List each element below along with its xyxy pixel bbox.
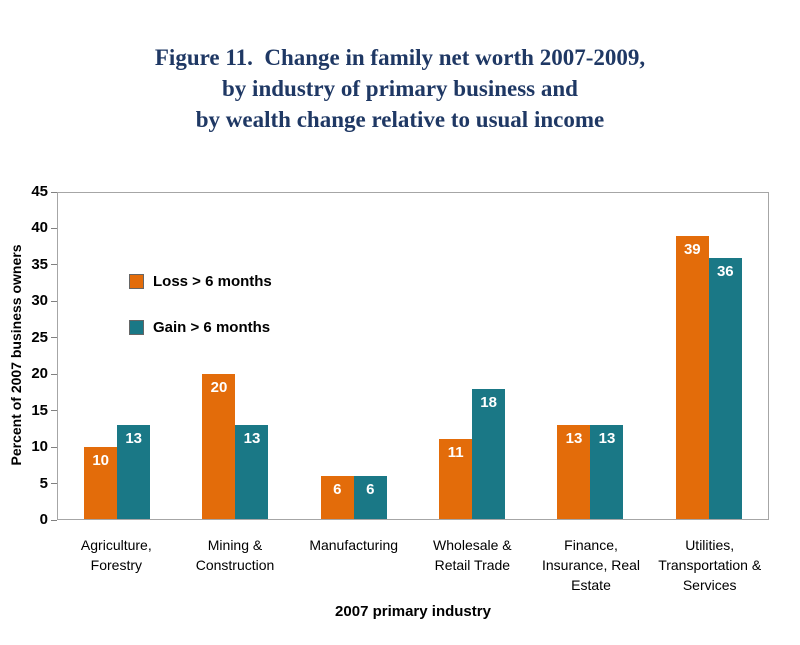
bar-value-label: 13 (243, 429, 261, 447)
bar-chart: Percent of 2007 business owners 0 5 10 15 20… (0, 137, 800, 632)
y-tick-label: 5 (39, 474, 48, 492)
bar-value-label: 20 (210, 379, 228, 397)
y-tick-label: 25 (31, 328, 48, 346)
y-tick-label: 40 (31, 219, 48, 237)
chart-title: Figure 11. Change in family net worth 20… (154, 45, 646, 132)
bar-group: 20 13 (176, 193, 294, 519)
y-tick-mark (51, 300, 57, 302)
y-tick-mark (51, 264, 57, 266)
y-tick-label: 20 (31, 365, 48, 383)
bar-group: 13 13 (531, 193, 649, 519)
x-axis-title: 2007 primary industry (335, 603, 491, 620)
legend-swatch-icon (129, 320, 144, 335)
x-axis-labels: Agriculture, Forestry Mining & Constructi… (57, 535, 769, 595)
legend-label: Gain > 6 months (153, 319, 271, 336)
bar-group: 39 36 (650, 193, 768, 519)
bar-value-label: 36 (716, 263, 734, 281)
bar-gain-6-months: 6 (353, 475, 387, 519)
y-tick-mark (51, 227, 57, 229)
y-tick-label: 0 (39, 511, 48, 528)
y-tick-mark (51, 410, 57, 412)
x-category-label: Finance, Insurance, Real Estate (541, 537, 641, 593)
bar-loss-6-months: 11 (439, 439, 473, 519)
y-tick-mark (51, 519, 57, 521)
x-category-label: Utilities, Transportation & Services (658, 537, 762, 593)
y-tick-mark (51, 446, 57, 448)
y-tick-mark (51, 337, 57, 339)
bar-value-label: 39 (683, 241, 701, 259)
bar-loss-6-months: 13 (557, 424, 591, 519)
bar-gain-6-months: 13 (117, 424, 151, 519)
plot-area: 10 13 20 13 6 6 11 18 13 13 39 36 (57, 192, 769, 520)
bar-loss-6-months: 6 (320, 475, 354, 519)
bar-group: 10 13 (58, 193, 176, 519)
bar-loss-6-months: 10 (84, 446, 118, 519)
y-tick-label: 45 (31, 183, 48, 200)
y-tick-label: 10 (31, 438, 48, 456)
x-category-label: Mining & Construction (195, 537, 275, 573)
bar-loss-6-months: 39 (675, 236, 709, 519)
x-category-label: Agriculture, Forestry (80, 537, 152, 573)
legend: Loss > 6 months Gain > 6 months (129, 273, 272, 336)
y-tick-mark (51, 373, 57, 375)
bar-value-label: 13 (565, 429, 583, 447)
y-axis-ticks: 0 5 10 15 20 25 30 35 40 45 (0, 137, 57, 632)
bar-value-label: 18 (480, 393, 497, 411)
legend-item-loss-6-months: Loss > 6 months (129, 273, 272, 290)
bar-gain-6-months: 13 (235, 424, 269, 519)
legend-label: Loss > 6 months (153, 273, 272, 290)
bar-value-label: 11 (447, 444, 464, 462)
bar-gain-6-months: 18 (472, 388, 506, 519)
bar-group: 11 18 (413, 193, 531, 519)
x-category-label: Manufacturing (309, 537, 399, 553)
bar-gain-6-months: 13 (590, 424, 624, 519)
bar-value-label: 6 (333, 480, 342, 498)
bar-value-label: 10 (92, 451, 109, 469)
legend-item-gain-6-months: Gain > 6 months (129, 319, 272, 336)
bar-gain-6-months: 36 (708, 258, 742, 519)
bar-value-label: 13 (125, 429, 142, 447)
bar-loss-6-months: 20 (202, 374, 236, 519)
legend-swatch-icon (129, 274, 144, 289)
x-category-label: Wholesale & Retail Trade (433, 537, 512, 573)
bar-value-label: 6 (366, 480, 375, 498)
y-tick-label: 30 (31, 292, 48, 310)
bar-value-label: 13 (598, 429, 616, 447)
y-tick-label: 35 (31, 255, 48, 273)
y-tick-mark (51, 191, 57, 193)
y-tick-label: 15 (31, 401, 48, 419)
y-tick-mark (51, 483, 57, 485)
